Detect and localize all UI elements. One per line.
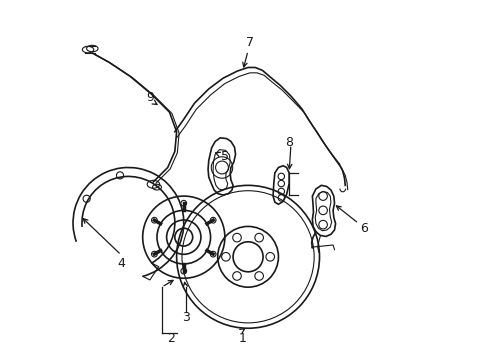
Circle shape xyxy=(151,217,157,223)
Circle shape xyxy=(210,217,216,223)
Circle shape xyxy=(210,251,216,257)
Text: 1: 1 xyxy=(238,333,246,346)
Text: 7: 7 xyxy=(245,36,253,49)
Text: 5: 5 xyxy=(221,150,228,163)
Text: 4: 4 xyxy=(117,257,125,270)
Text: 8: 8 xyxy=(285,136,292,149)
Text: 3: 3 xyxy=(181,311,189,324)
Text: 2: 2 xyxy=(167,333,175,346)
Circle shape xyxy=(181,268,186,274)
Circle shape xyxy=(181,201,186,206)
Text: 9: 9 xyxy=(145,91,153,104)
Text: 6: 6 xyxy=(360,222,367,235)
Circle shape xyxy=(151,251,157,257)
